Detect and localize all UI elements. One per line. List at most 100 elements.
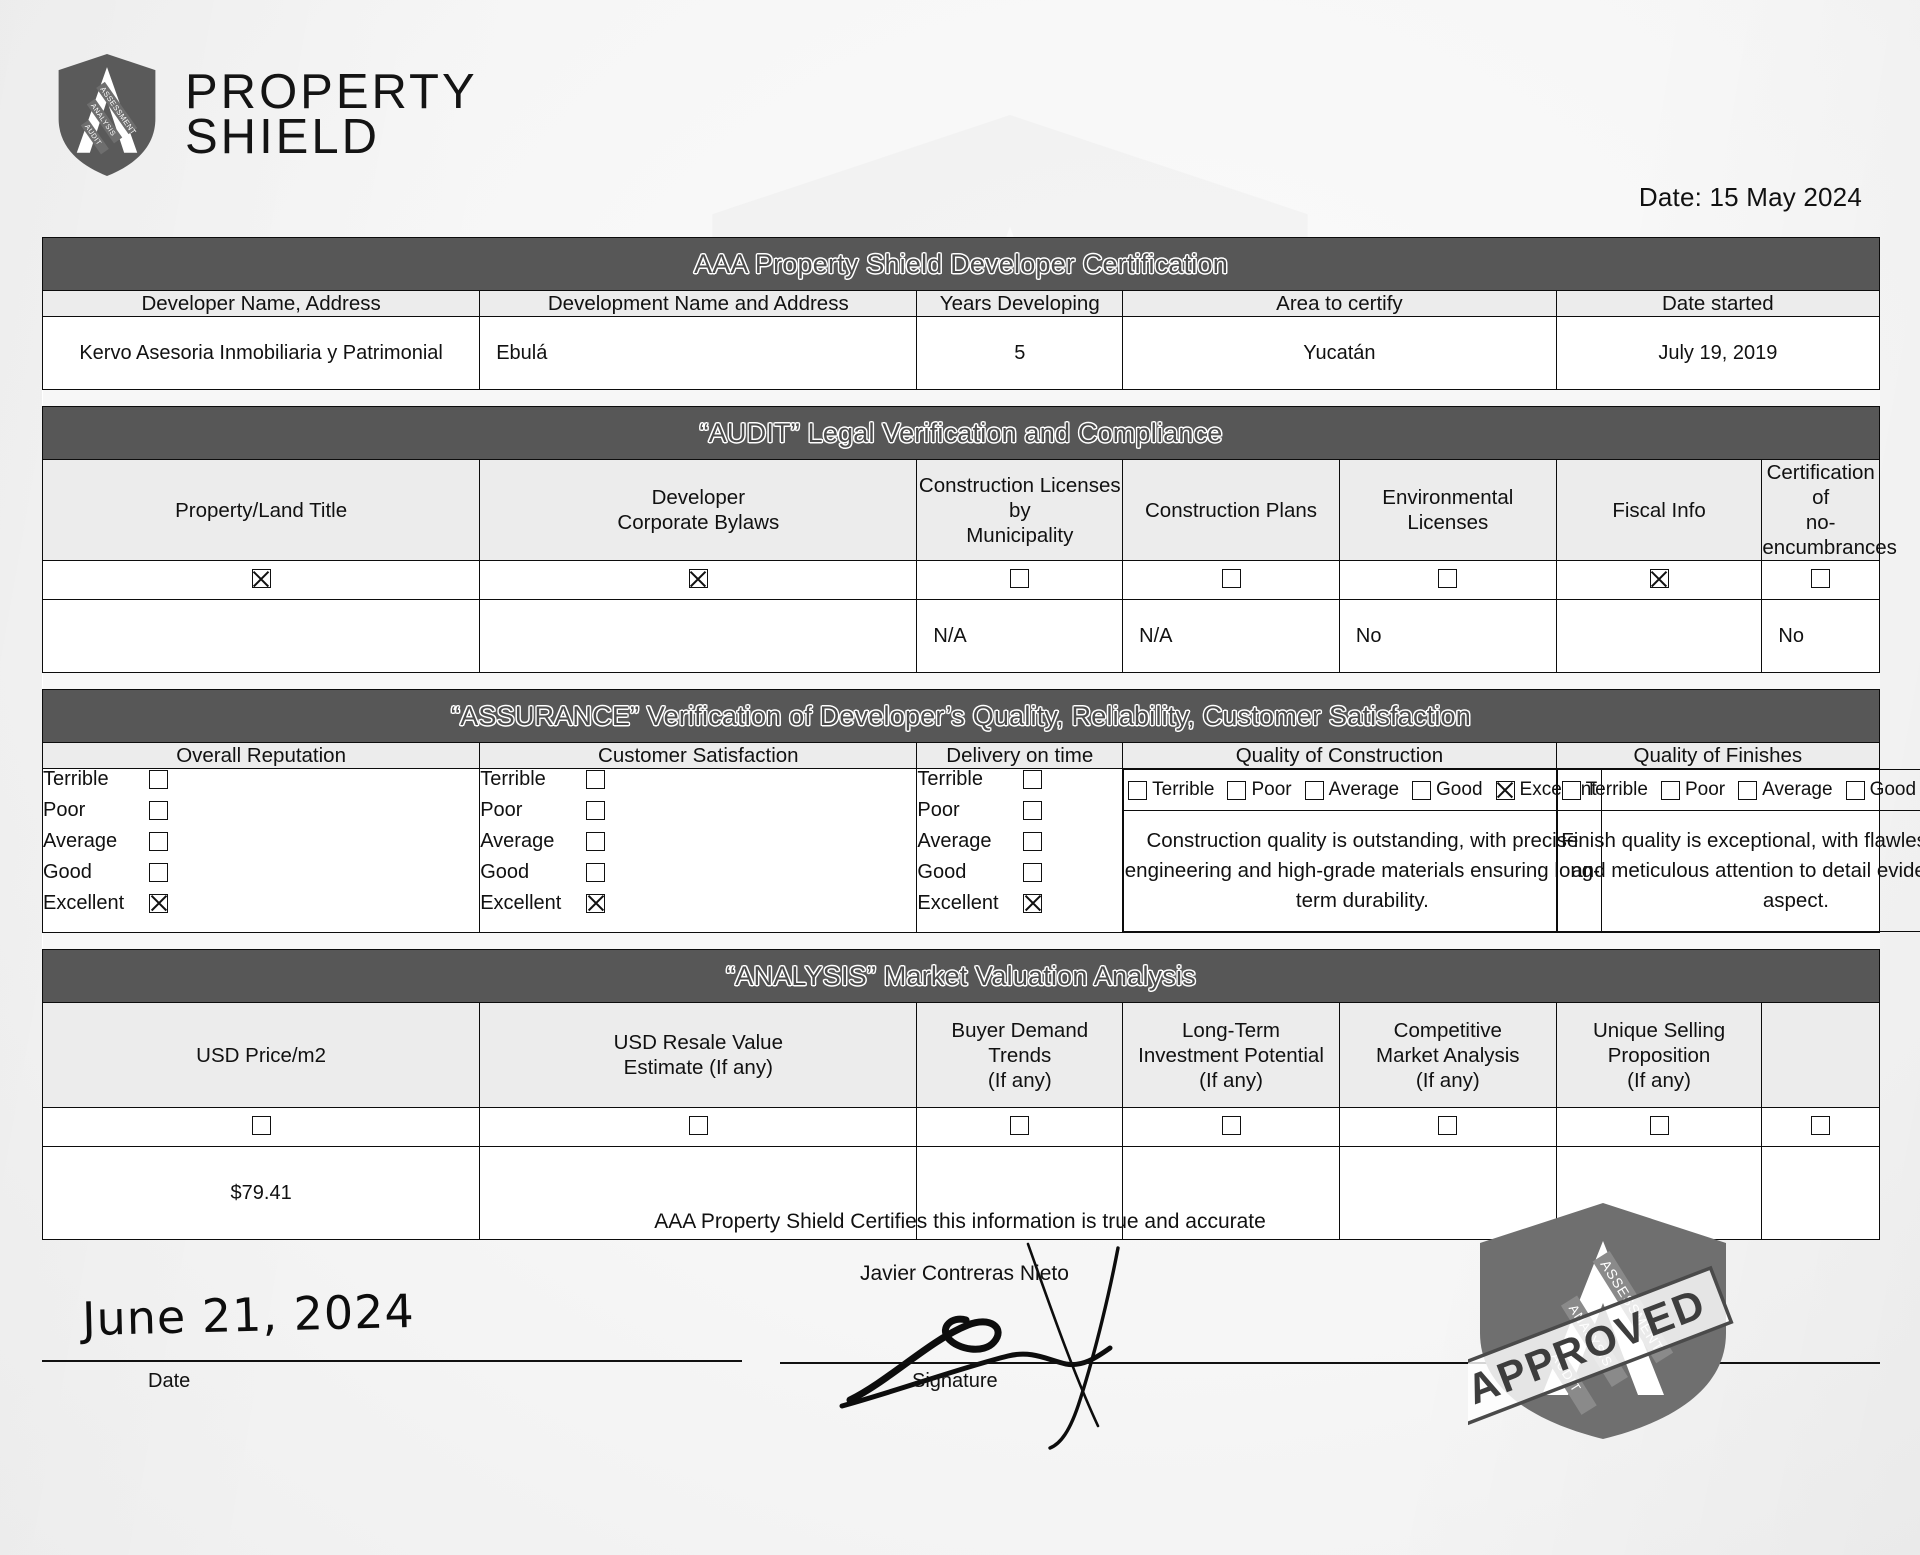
quality-option-label: Good (1869, 779, 1917, 800)
checkbox-unchecked[interactable] (1561, 780, 1581, 800)
checkbox-unchecked[interactable] (586, 862, 606, 882)
rating-option-average[interactable]: Average (480, 831, 916, 851)
quality-option-average[interactable]: Average (1738, 779, 1833, 801)
rating-option-label: Good (480, 861, 530, 883)
checkbox-unchecked[interactable] (1412, 780, 1432, 800)
brand-header: ASSESSMENT ANALYSIS AUDIT PROPERTY SHIEL… (55, 52, 478, 178)
identity-header-date-started: Date started (1555, 290, 1881, 317)
rating-option-excellent[interactable]: Excellent (917, 893, 1122, 913)
rating-option-good[interactable]: Good (43, 862, 479, 882)
checkbox-unchecked[interactable] (1649, 1116, 1669, 1135)
quality-option-terrible[interactable]: Terrible (1128, 779, 1214, 801)
checkbox-checked[interactable] (149, 893, 168, 913)
checkbox-unchecked[interactable] (1660, 780, 1680, 800)
rating-option-good[interactable]: Good (480, 862, 916, 882)
audit-checkbox-certification-of-no-encumbrances[interactable] (1761, 560, 1880, 600)
analysis-checkbox-long-term-investment-potential-if-any[interactable] (1122, 1107, 1340, 1147)
checkbox-unchecked[interactable] (1438, 1116, 1458, 1135)
audit-checkbox-developer-corporate-bylaws[interactable] (479, 560, 918, 600)
audit-checkbox-fiscal-info[interactable] (1555, 560, 1763, 600)
assurance-header-quality-of-finishes: Quality of Finishes (1555, 742, 1881, 769)
date-label: Date (148, 1370, 191, 1392)
checkbox-unchecked[interactable] (1023, 769, 1043, 789)
audit-notes-row: N/A N/A No No (41, 599, 1880, 673)
checkbox-unchecked[interactable] (1221, 569, 1241, 588)
rating-option-terrible[interactable]: Terrible (480, 769, 916, 789)
audit-checkbox-construction-plans[interactable] (1122, 560, 1340, 600)
checkbox-unchecked[interactable] (586, 769, 606, 789)
checkbox-unchecked[interactable] (586, 800, 606, 820)
analysis-checkbox-usd-resale-value-estimate-if-any[interactable] (479, 1107, 918, 1147)
checkbox-unchecked[interactable] (1738, 780, 1758, 800)
rating-option-excellent[interactable]: Excellent (480, 893, 916, 913)
checkbox-checked[interactable] (1023, 893, 1043, 913)
rating-option-average[interactable]: Average (917, 831, 1122, 851)
quality-narrative: Construction quality is outstanding, wit… (1123, 810, 1602, 932)
audit-checkbox-construction-licenses-by-municipality[interactable] (916, 560, 1124, 600)
checkbox-unchecked[interactable] (1845, 780, 1865, 800)
audit-header-environmental-licenses: Environmental Licenses (1338, 459, 1557, 561)
analysis-checkbox-usd-price-m2[interactable] (41, 1107, 481, 1147)
checkbox-unchecked[interactable] (1023, 862, 1043, 882)
checkbox-unchecked[interactable] (1221, 1116, 1241, 1135)
audit-checkbox-row (41, 560, 1880, 600)
checkbox-unchecked[interactable] (1010, 569, 1030, 588)
analysis-value-long-term-investment-potential-if-any (1122, 1146, 1340, 1240)
rating-option-poor[interactable]: Poor (917, 800, 1122, 820)
quality-option-good[interactable]: Good (1412, 779, 1483, 801)
checkbox-unchecked[interactable] (149, 800, 168, 820)
audit-checkbox-property-land-title[interactable] (41, 560, 481, 600)
checkbox-checked[interactable] (586, 893, 606, 913)
checkbox-checked[interactable] (251, 569, 271, 588)
checkbox-unchecked[interactable] (1304, 780, 1324, 800)
audit-note-property-land-title (41, 599, 481, 673)
analysis-checkbox-buyer-demand-trends-if-any[interactable] (916, 1107, 1124, 1147)
checkbox-unchecked[interactable] (1438, 569, 1458, 588)
quality-option-average[interactable]: Average (1304, 779, 1399, 801)
checkbox-unchecked[interactable] (1023, 831, 1043, 851)
document-date: Date: 15 May 2024 (1638, 182, 1862, 212)
quality-option-good[interactable]: Good (1845, 779, 1917, 801)
checkbox-unchecked[interactable] (1811, 569, 1831, 588)
rating-option-terrible[interactable]: Terrible (917, 769, 1122, 789)
audit-note-certification-of-no-encumbrances: No (1761, 599, 1880, 673)
checkbox-unchecked[interactable] (1010, 1116, 1030, 1135)
rating-option-poor[interactable]: Poor (43, 800, 479, 820)
checkbox-unchecked[interactable] (149, 769, 168, 789)
checkbox-unchecked[interactable] (586, 831, 606, 851)
checkbox-unchecked[interactable] (149, 831, 168, 851)
checkbox-unchecked[interactable] (1128, 780, 1148, 800)
checkbox-checked[interactable] (688, 569, 708, 588)
analysis-checkbox-unique-selling-proposition-if-any[interactable] (1555, 1107, 1763, 1147)
analysis-checkbox-competitive-market-analysis-if-any[interactable] (1338, 1107, 1557, 1147)
rating-option-excellent[interactable]: Excellent (43, 893, 479, 913)
analysis-value-usd-price-m2: $79.41 (41, 1146, 481, 1240)
rating-option-terrible[interactable]: Terrible (43, 769, 479, 789)
checkbox-unchecked[interactable] (1811, 1116, 1831, 1135)
checkbox-unchecked[interactable] (688, 1116, 708, 1135)
rating-option-poor[interactable]: Poor (480, 800, 916, 820)
checkbox-unchecked[interactable] (1023, 800, 1043, 820)
rating-option-label: Poor (480, 799, 523, 821)
svg-text:ASSESSMENT: ASSESSMENT (1597, 1257, 1667, 1355)
quality-option-poor[interactable]: Poor (1227, 779, 1292, 801)
analysis-header-usd-resale-value-estimate-if-any: USD Resale Value Estimate (If any) (479, 1002, 918, 1108)
checkbox-checked[interactable] (1495, 780, 1515, 800)
checkbox-unchecked[interactable] (251, 1116, 271, 1135)
rating-option-average[interactable]: Average (43, 831, 479, 851)
quality-option-label: Poor (1251, 779, 1292, 800)
analysis-header-usd-price-m2: USD Price/m2 (41, 1002, 481, 1108)
rating-option-label: Excellent (917, 892, 999, 914)
audit-checkbox-environmental-licenses[interactable] (1338, 560, 1557, 600)
checkbox-checked[interactable] (1649, 569, 1669, 588)
analysis-checkbox-blank[interactable] (1761, 1107, 1880, 1147)
quality-option-terrible[interactable]: Terrible (1561, 779, 1648, 801)
assurance-header-quality-of-construction: Quality of Construction (1122, 742, 1557, 769)
checkbox-unchecked[interactable] (149, 862, 168, 882)
rating-option-good[interactable]: Good (917, 862, 1122, 882)
certification-table: AAA Property Shield Developer Certificat… (41, 237, 1920, 1240)
checkbox-unchecked[interactable] (1227, 780, 1247, 800)
quality-option-poor[interactable]: Poor (1660, 779, 1725, 801)
